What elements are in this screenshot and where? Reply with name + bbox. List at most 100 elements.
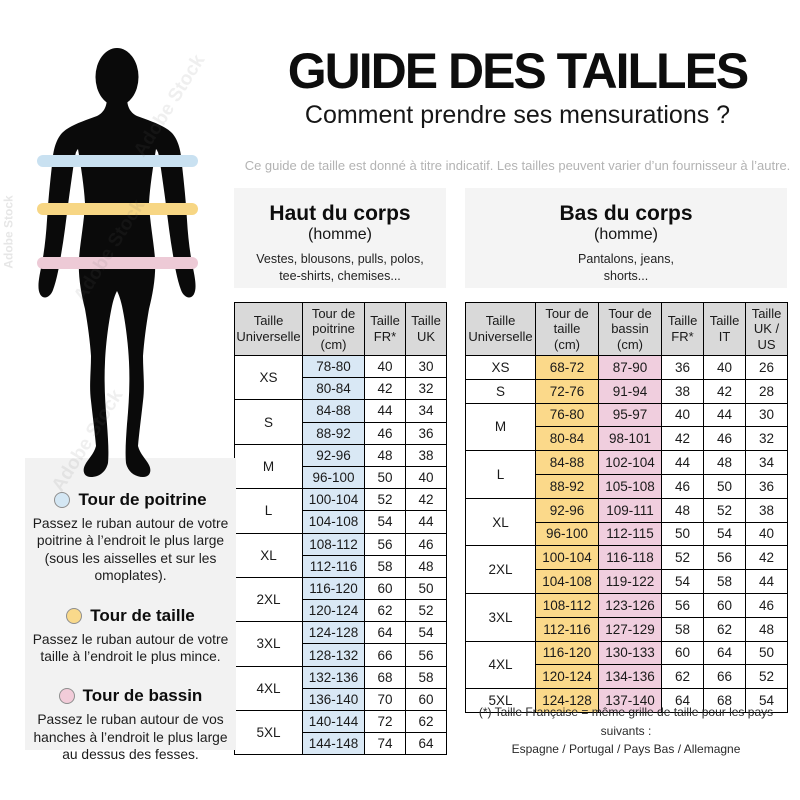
value-cell: 60 xyxy=(703,592,746,618)
value-cell: 46 xyxy=(745,592,788,618)
value-cell: 127-129 xyxy=(598,616,662,642)
value-cell: 123-126 xyxy=(598,592,662,618)
table-row: L 84-88 102-104 44 48 34 xyxy=(465,450,788,499)
value-cell: 62 xyxy=(405,709,447,734)
value-cell: 84-88 xyxy=(535,450,599,475)
universal-size-cell: 4XL xyxy=(234,665,303,712)
legend-item: Tour de poitrine Passez le ruban autour d… xyxy=(25,490,236,585)
legend-color-dot-icon xyxy=(58,688,75,705)
value-cell: 124-128 xyxy=(302,621,365,645)
value-cell: 38 xyxy=(405,443,447,467)
value-cell: 38 xyxy=(745,497,788,523)
value-cell: 76-80 xyxy=(535,402,599,428)
table-row: 144-148 74 64 xyxy=(235,732,447,756)
table-row: 120-124 134-136 62 66 52 xyxy=(466,664,788,690)
column-header: Taille FR* xyxy=(661,302,704,356)
universal-size-cell: XS xyxy=(234,354,303,401)
value-cell: 92-96 xyxy=(302,443,365,467)
legend-item-text: Passez le ruban autour de votre poitrine… xyxy=(32,516,229,584)
value-cell: 100-104 xyxy=(535,545,599,571)
value-cell: 44 xyxy=(364,399,406,423)
value-cell: 36 xyxy=(661,355,704,380)
lower-body-section-header: Bas du corps (homme) Pantalons, jeans, s… xyxy=(465,188,787,288)
value-cell: 56 xyxy=(661,592,704,618)
value-cell: 32 xyxy=(745,426,788,452)
table-row: XS 78-80 40 30 xyxy=(234,354,447,401)
value-cell: 134-136 xyxy=(598,664,662,690)
value-cell: 132-136 xyxy=(302,665,365,689)
legend-color-dot-icon xyxy=(54,492,71,508)
value-cell: 26 xyxy=(745,355,788,380)
value-cell: 42 xyxy=(703,378,746,404)
universal-size-cell: M xyxy=(465,402,536,452)
value-cell: 137-140 xyxy=(598,688,662,713)
value-cell: 28 xyxy=(745,378,788,404)
value-cell: 52 xyxy=(661,545,704,571)
value-cell: 36 xyxy=(745,473,788,499)
value-cell: 54 xyxy=(703,521,746,547)
french-size-footnote: (*) Taille Française = même grille de ta… xyxy=(465,703,787,759)
value-cell: 104-108 xyxy=(302,510,365,534)
value-cell: 108-112 xyxy=(302,532,365,556)
universal-size-cell: XL xyxy=(234,532,303,578)
value-cell: 44 xyxy=(745,569,788,594)
value-cell: 108-112 xyxy=(535,592,599,618)
column-header: Tour de bassin (cm) xyxy=(598,302,662,356)
column-header: Tour de poitrine (cm) xyxy=(302,302,365,356)
column-header: Taille UK / US xyxy=(745,302,788,356)
value-cell: 80-84 xyxy=(535,426,599,452)
value-cell: 50 xyxy=(703,473,746,499)
universal-size-cell: S xyxy=(234,399,303,445)
table-row: 104-108 54 44 xyxy=(235,510,447,534)
table-row: XS 68-72 87-90 36 40 26 xyxy=(465,355,788,380)
value-cell: 56 xyxy=(405,643,447,667)
value-cell: 70 xyxy=(364,687,406,712)
value-cell: 42 xyxy=(364,377,406,401)
value-cell: 58 xyxy=(364,554,406,578)
table-row: M 76-80 95-97 40 44 30 xyxy=(465,402,788,452)
value-cell: 96-100 xyxy=(302,465,365,490)
universal-size-cell: 4XL xyxy=(465,640,536,690)
value-cell: 112-115 xyxy=(598,521,662,547)
lower-body-subtitle: (homme) xyxy=(593,226,658,243)
value-cell: 130-133 xyxy=(598,640,662,666)
legend-item-title: Tour de poitrine xyxy=(78,490,207,509)
value-cell: 32 xyxy=(405,377,447,401)
value-cell: 52 xyxy=(364,488,406,512)
table-row: 128-132 66 56 xyxy=(235,643,447,667)
universal-size-cell: XS xyxy=(465,355,536,380)
hip-measure-band xyxy=(37,257,198,269)
upper-body-title: Haut du corps xyxy=(269,202,411,225)
table-row: S 72-76 91-94 38 42 28 xyxy=(465,378,788,404)
value-cell: 40 xyxy=(661,402,704,428)
value-cell: 120-124 xyxy=(302,599,365,623)
value-cell: 74 xyxy=(364,732,406,756)
value-cell: 54 xyxy=(661,569,704,594)
value-cell: 46 xyxy=(364,421,406,445)
column-header: Taille Universelle xyxy=(465,302,536,356)
universal-size-cell: 3XL xyxy=(234,621,303,667)
value-cell: 46 xyxy=(405,532,447,556)
value-cell: 64 xyxy=(364,621,406,645)
column-header: Tour de taille (cm) xyxy=(535,302,599,356)
value-cell: 91-94 xyxy=(598,378,662,404)
value-cell: 50 xyxy=(745,640,788,666)
table-row: M 92-96 48 38 xyxy=(234,443,447,490)
body-silhouette-figure: Adobe Stock Adobe Stock Adobe Stock Adob… xyxy=(0,0,235,496)
legend-item-text: Passez le ruban autour de votre taille à… xyxy=(32,631,229,664)
table-row: XL 108-112 56 46 xyxy=(234,532,447,578)
universal-size-cell: 2XL xyxy=(234,576,303,623)
value-cell: 30 xyxy=(745,402,788,428)
table-row: 5XL 124-128 137-140 64 68 54 xyxy=(465,688,788,713)
upper-body-size-table: Taille Universelle Tour de poitrine (cm) T… xyxy=(234,302,447,756)
value-cell: 52 xyxy=(405,599,447,623)
value-cell: 112-116 xyxy=(535,616,599,642)
value-cell: 40 xyxy=(364,354,406,379)
value-cell: 58 xyxy=(661,616,704,642)
value-cell: 42 xyxy=(745,545,788,571)
value-cell: 116-120 xyxy=(302,576,365,601)
value-cell: 124-128 xyxy=(535,688,599,713)
value-cell: 48 xyxy=(405,554,447,578)
value-cell: 116-120 xyxy=(535,640,599,666)
